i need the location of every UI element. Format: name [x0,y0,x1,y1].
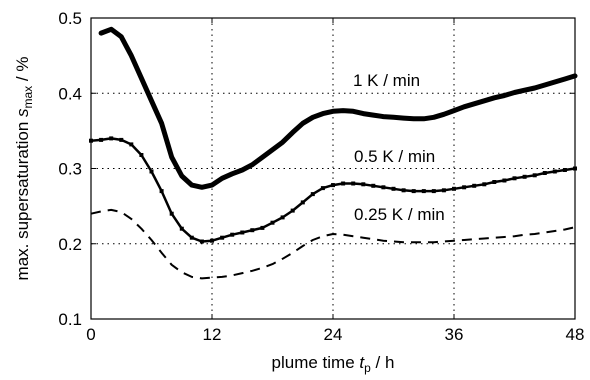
x-tick-label: 24 [324,325,343,344]
data-point [542,171,547,175]
y-tick-label: 0.3 [58,160,82,179]
data-point [99,137,104,142]
labels-layer: plume time tp / h max. supersaturation sm… [13,57,445,375]
data-point [351,181,356,186]
data-point [129,142,134,147]
data-point [310,192,315,197]
data-point [270,220,275,225]
data-point [502,178,507,183]
data-point [250,228,255,233]
data-point [230,232,235,237]
data-point [452,186,456,191]
series-layer [89,26,578,280]
data-point [290,208,295,213]
data-point [341,181,346,186]
data-point [361,182,366,187]
data-point [401,188,406,193]
data-point [109,136,114,141]
data-point [472,183,477,188]
data-point [411,189,416,194]
data-point [562,168,567,172]
data-point [331,183,335,188]
data-point [179,226,184,231]
grid-layer [91,18,575,319]
data-point [149,169,154,174]
data-point [391,186,396,191]
data-point [220,235,225,240]
data-point [159,189,164,194]
y-tick-label: 0.1 [58,310,82,329]
data-point [199,239,204,244]
series-line-3 [90,208,576,280]
data-point [300,200,305,205]
x-axis-label: plume time tp / h [272,353,395,375]
data-point [169,211,174,216]
data-point [381,185,386,190]
y-tick-label: 0.5 [58,9,82,28]
data-point [119,137,124,142]
ticks-layer: 0 12 24 36 48 0.1 0.2 0.3 0.4 0.5 [58,9,584,344]
data-point [421,189,426,194]
data-point [189,235,194,240]
data-point [441,188,446,193]
x-tick-label: 0 [86,325,95,344]
data-point [431,189,436,194]
y-axis-label: max. supersaturation smax / % [13,57,35,281]
data-point [320,186,325,191]
data-point [139,153,144,157]
data-point [552,169,557,174]
x-tick-label: 12 [203,325,222,344]
axes-layer [90,17,576,320]
y-tick-label: 0.2 [58,235,82,254]
data-point [210,238,214,243]
data-point [482,182,487,187]
data-point [522,174,527,179]
data-point [462,185,467,190]
data-point [371,183,376,188]
data-point [532,173,537,178]
series-label-2: 0.5 K / min [354,147,435,166]
y-tick-label: 0.4 [58,84,82,103]
data-point [512,176,517,181]
series-label-3: 0.25 K / min [354,205,445,224]
series-label-1: 1 K / min [353,71,420,90]
data-point [280,215,285,220]
x-tick-label: 36 [445,325,464,344]
data-point [260,225,265,230]
x-tick-label: 48 [566,325,585,344]
series-line-1 [98,26,578,190]
data-point [492,180,497,184]
data-point [240,230,245,235]
